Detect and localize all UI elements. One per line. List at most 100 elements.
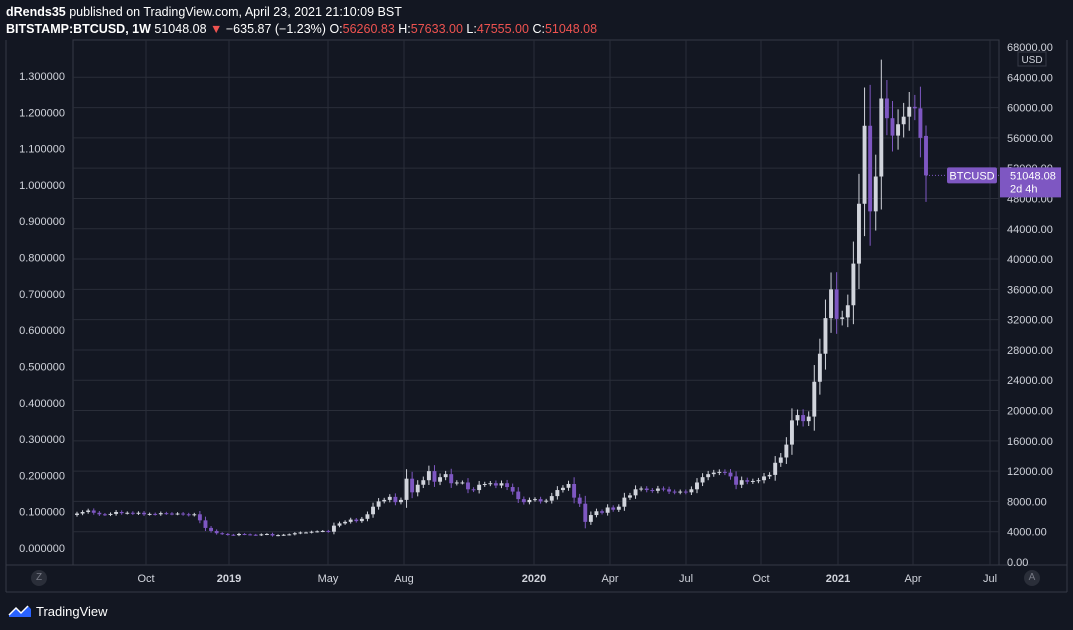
low-value: 47555.00 — [476, 22, 529, 36]
open-label: O: — [329, 22, 343, 36]
candle — [678, 489, 683, 495]
candle — [108, 512, 113, 517]
candle — [147, 512, 152, 516]
candle — [639, 486, 644, 492]
candle-body — [466, 482, 470, 490]
tradingview-label: TradingView — [36, 603, 108, 619]
candle — [711, 469, 716, 477]
candle — [376, 498, 381, 510]
candle-body — [834, 289, 839, 319]
x-axis-tick: Aug — [394, 573, 414, 585]
left-axis-tick: 0.400000 — [19, 398, 65, 410]
candle — [572, 477, 577, 504]
candle — [136, 511, 141, 515]
candle — [750, 478, 755, 484]
candle-body — [622, 497, 627, 507]
candle — [270, 532, 275, 537]
candle — [343, 520, 348, 525]
left-axis-tick: 1.300000 — [19, 71, 65, 83]
candle-body — [337, 523, 342, 526]
candle-body — [214, 530, 219, 534]
candle — [75, 511, 79, 517]
candle-body — [767, 474, 772, 477]
candle-body — [639, 488, 644, 490]
x-axis-tick: 2020 — [522, 573, 546, 585]
x-axis-tick: Oct — [137, 573, 154, 585]
candle-body — [516, 491, 521, 500]
candle — [175, 512, 180, 516]
candle-body — [114, 512, 119, 514]
candle-body — [795, 415, 800, 421]
candle — [86, 508, 91, 514]
candle-body — [315, 531, 320, 533]
candle — [527, 497, 532, 505]
candle — [901, 102, 906, 138]
left-axis-tick: 0.700000 — [19, 289, 65, 301]
candle — [142, 511, 146, 516]
x-axis-tick: 2021 — [826, 573, 850, 585]
right-axis-tick: 60000.00 — [1007, 103, 1053, 115]
candle — [130, 511, 135, 515]
right-axis-tick: 12000.00 — [1007, 466, 1053, 478]
candle — [298, 531, 303, 535]
candle — [326, 529, 331, 533]
right-axis-tick: 4000.00 — [1007, 527, 1047, 539]
candle-body — [762, 476, 766, 481]
author-name[interactable]: dRends35 — [6, 5, 66, 19]
candle-body — [186, 514, 191, 516]
candle-body — [259, 534, 264, 536]
open-value: 56260.83 — [342, 22, 395, 36]
footer — [0, 598, 1073, 630]
right-axis-tick: 44000.00 — [1007, 224, 1053, 236]
candle-body — [438, 477, 443, 482]
price-tag-value: 51048.08 — [1010, 170, 1056, 182]
candle-body — [175, 513, 180, 515]
candle — [365, 511, 370, 522]
candle-body — [80, 512, 85, 514]
candle — [493, 480, 498, 489]
candle-body — [209, 527, 214, 531]
candle — [242, 533, 247, 536]
candle-body — [376, 501, 381, 507]
x-axis-tick: Jul — [983, 573, 997, 585]
zoom-reset-button[interactable]: Z — [31, 570, 47, 586]
candle-body — [426, 471, 431, 481]
candle — [471, 487, 476, 493]
candle-body — [203, 520, 208, 528]
candle-body — [471, 489, 476, 491]
candle — [600, 509, 604, 515]
tradingview-brand[interactable]: TradingView — [8, 603, 108, 619]
auto-scale-button[interactable]: A — [1024, 570, 1040, 586]
candle-body — [248, 534, 253, 536]
candle — [655, 485, 660, 494]
candle — [611, 505, 616, 512]
candle-body — [354, 519, 359, 522]
candle — [767, 472, 772, 480]
right-axis-tick: 64000.00 — [1007, 72, 1053, 84]
symbol-label: BITSTAMP:BTCUSD, 1W — [6, 22, 151, 36]
right-axis-tick: 68000.00 — [1007, 42, 1053, 54]
candle-body — [633, 489, 638, 496]
candle — [454, 480, 459, 486]
candle — [510, 483, 515, 495]
candle-body — [879, 98, 884, 177]
candle — [505, 479, 510, 491]
right-axis-tick: 24000.00 — [1007, 375, 1053, 387]
candle-body — [896, 124, 901, 136]
candle-body — [829, 289, 834, 319]
price-change: −635.87 (−1.23%) — [225, 22, 326, 36]
candle — [566, 480, 571, 491]
price-chart[interactable]: 0.00 4000.00 8000.00 12000.00 16000.00 20000.… — [0, 0, 1073, 598]
candle — [421, 476, 426, 489]
left-axis-tick: 0.200000 — [19, 470, 65, 482]
candle — [633, 485, 638, 499]
left-axis-tick: 1.000000 — [19, 180, 65, 192]
candle-body — [348, 519, 353, 522]
candle-body — [884, 98, 889, 119]
candle — [181, 512, 186, 516]
candle-body — [572, 483, 577, 498]
candle-body — [505, 483, 510, 488]
candle-body — [823, 318, 828, 354]
candle-body — [650, 490, 655, 492]
candle — [331, 522, 336, 535]
